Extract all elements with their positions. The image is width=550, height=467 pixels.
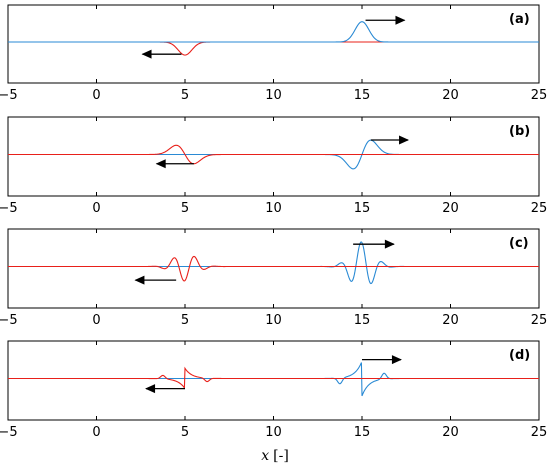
panel-label: (d) — [509, 348, 530, 363]
x-tick-label: 15 — [354, 88, 371, 103]
x-tick-label: 25 — [531, 201, 548, 216]
panel: −5 0 5 10 15 20 25 (d) — [0, 340, 548, 440]
panel: −5 0 5 10 15 20 25 (a) — [0, 4, 548, 103]
x-tick-label: 10 — [265, 88, 282, 103]
x-tick-label: 5 — [181, 88, 189, 103]
x-tick-label: 15 — [354, 425, 371, 440]
x-tick-label: −5 — [0, 313, 18, 328]
series-line-right-wave — [8, 21, 539, 43]
x-tick-label: 0 — [92, 313, 100, 328]
series-line-right-wave — [8, 241, 539, 285]
panel-frame — [7, 4, 540, 84]
x-tick-label: 0 — [92, 201, 100, 216]
panel-label: (a) — [509, 12, 530, 27]
x-tick-label: −5 — [0, 88, 18, 103]
arrow-right — [365, 15, 406, 25]
x-tick-label: −5 — [0, 201, 18, 216]
panel-frame — [7, 228, 540, 309]
arrow-right — [362, 355, 402, 365]
panel-frame — [7, 340, 540, 421]
panel: −5 0 5 10 15 20 25 (b) — [0, 116, 548, 216]
arrow-left — [141, 49, 182, 59]
x-tick-label: 5 — [181, 313, 189, 328]
arrow-left — [155, 159, 194, 169]
x-tick-label: 25 — [531, 313, 548, 328]
x-tick-label: −5 — [0, 425, 18, 440]
x-tick-label: 0 — [92, 425, 100, 440]
x-tick-label: 5 — [181, 201, 189, 216]
panel-frame — [7, 116, 540, 197]
panel-label: (c) — [509, 236, 529, 251]
x-tick-label: 20 — [442, 88, 459, 103]
arrow-right — [370, 135, 410, 145]
panels-group: −5 0 5 10 15 20 25 (a) −5 0 5 10 15 20 25 (b) −5 0 5 10 15 20… — [0, 4, 548, 440]
panel-label: (b) — [509, 124, 530, 139]
x-tick-label: 10 — [265, 313, 282, 328]
x-tick-label: 20 — [442, 313, 459, 328]
panel: −5 0 5 10 15 20 25 (c) — [0, 228, 548, 328]
x-tick-label: 0 — [92, 88, 100, 103]
arrow-left — [145, 384, 185, 394]
arrow-right — [353, 239, 395, 249]
series-line-left-wave — [8, 366, 539, 390]
series-line-left-wave — [8, 255, 539, 282]
x-tick-label: 15 — [354, 313, 371, 328]
series-line-right-wave — [8, 362, 539, 397]
x-tick-label: 5 — [181, 425, 189, 440]
x-axis-label: x [-] — [261, 448, 289, 464]
x-tick-label: 10 — [265, 201, 282, 216]
series-line-left-wave — [8, 41, 539, 56]
x-tick-label: 25 — [531, 88, 548, 103]
x-tick-label: 20 — [442, 201, 459, 216]
x-tick-label: 20 — [442, 425, 459, 440]
x-tick-label: 25 — [531, 425, 548, 440]
series-line-left-wave — [8, 144, 539, 165]
x-tick-label: 15 — [354, 201, 371, 216]
arrow-left — [134, 275, 177, 285]
x-tick-label: 10 — [265, 425, 282, 440]
